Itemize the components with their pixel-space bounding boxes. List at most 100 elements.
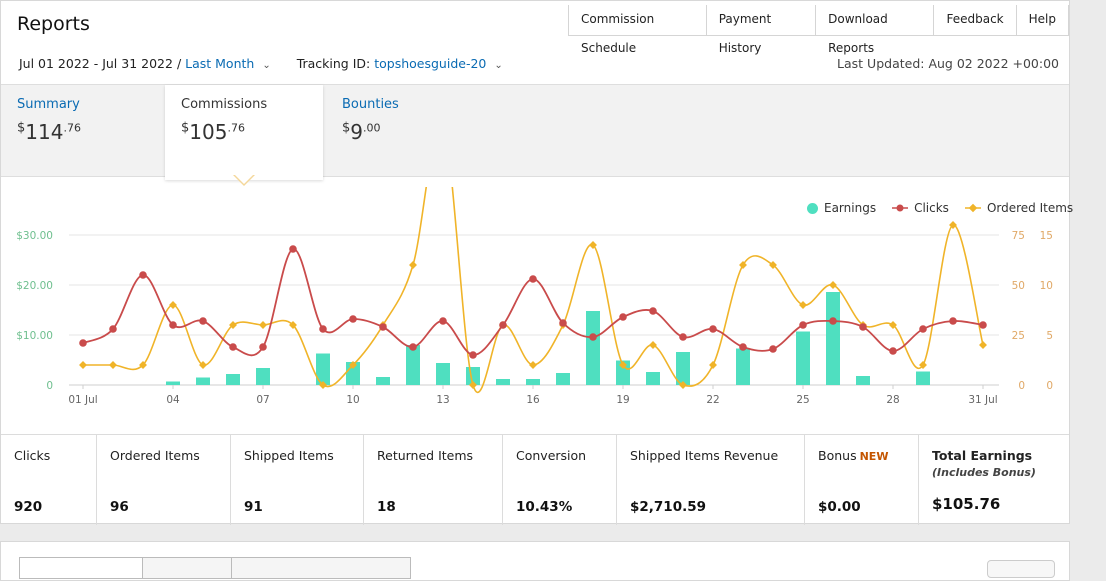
clicks-line-icon (892, 204, 909, 212)
earnings-bar (586, 311, 600, 385)
clicks-point (769, 345, 777, 353)
earnings-bar (616, 360, 630, 385)
top-nav: Commission Schedule Payment History Down… (568, 5, 1069, 55)
y-right-ordered-tick-label: 10 (1040, 280, 1053, 292)
clicks-point (379, 323, 387, 331)
last-updated: Last Updated: Aug 02 2022 +00:00 (837, 56, 1059, 71)
x-tick-label: 16 (526, 394, 540, 406)
ordered-items-point (529, 361, 537, 369)
y-left-tick-label: $20.00 (16, 280, 53, 292)
y-right-ordered-tick-label: 5 (1046, 330, 1053, 342)
tab-bounties-label: Bounties (342, 97, 399, 112)
date-range-picker[interactable]: Jul 01 2022 - Jul 31 2022 / Last Month ⌄ (19, 56, 275, 71)
earnings-tabs: Summary $114.76 Commissions $105.76 Boun… (1, 84, 1069, 180)
ordered-items-point (79, 361, 87, 369)
legend-earnings[interactable]: Earnings (807, 201, 876, 215)
ordered-items-point (709, 361, 717, 369)
ordered-items-point (469, 381, 477, 389)
tab-commissions[interactable]: Commissions $105.76 (165, 85, 323, 180)
earnings-bar (466, 367, 480, 385)
earnings-bar (376, 377, 390, 385)
payment-history-button[interactable]: Payment History (706, 5, 817, 55)
clicks-point (349, 315, 357, 323)
ordered-items-point (979, 341, 987, 349)
clicks-point (589, 333, 597, 341)
page-title: Reports (17, 13, 90, 35)
clicks-point (799, 321, 807, 329)
subtab-link-type[interactable] (231, 557, 411, 579)
earnings-bar (226, 374, 240, 385)
clicks-point (469, 351, 477, 359)
earnings-bar (196, 377, 210, 385)
earnings-bar (736, 348, 750, 385)
y-right-ordered-tick-label: 0 (1046, 380, 1053, 392)
earnings-bar (316, 353, 330, 385)
x-tick-label: 28 (886, 394, 899, 406)
tracking-id-label: Tracking ID: (296, 56, 371, 71)
earnings-bar (526, 379, 540, 385)
stat-clicks: Clicks 920 (1, 435, 97, 525)
clicks-point (529, 275, 537, 283)
y-right-ordered-tick-label: 15 (1040, 230, 1053, 242)
clicks-point (139, 271, 147, 279)
tab-commissions-label: Commissions (181, 97, 268, 112)
earnings-bar (166, 381, 180, 385)
y-left-tick-label: $30.00 (16, 230, 53, 242)
help-button[interactable]: Help (1016, 5, 1069, 35)
earnings-bar (676, 352, 690, 385)
clicks-point (229, 343, 237, 351)
options-button[interactable] (987, 560, 1055, 578)
clicks-point (949, 317, 957, 325)
clicks-point (859, 323, 867, 331)
x-tick-label: 01 Jul (68, 394, 97, 406)
tracking-id-selector[interactable]: Tracking ID: topshoesguide-20 ⌄ (297, 56, 503, 71)
chart-legend: Earnings Clicks Ordered Items (807, 201, 1073, 215)
download-reports-button[interactable]: Download Reports (816, 5, 935, 55)
clicks-point (679, 333, 687, 341)
tab-summary[interactable]: Summary $114.76 (1, 85, 165, 176)
x-tick-label: 19 (616, 394, 629, 406)
y-right-clicks-tick-label: 75 (1012, 230, 1025, 242)
y-right-clicks-tick-label: 0 (1018, 380, 1025, 392)
ordered-items-point (229, 321, 237, 329)
clicks-point (289, 245, 297, 253)
clicks-point (739, 343, 747, 351)
ordered-items-point (349, 361, 357, 369)
tab-summary-label: Summary (17, 97, 80, 112)
ordered-items-point (169, 301, 177, 309)
ordered-items-point (139, 361, 147, 369)
stat-bonus: Bonus NEW $0.00 (805, 435, 919, 525)
earnings-bar (646, 372, 660, 385)
period-separator: / (176, 56, 182, 71)
clicks-point (979, 321, 987, 329)
reports-card: Reports Commission Schedule Payment Hist… (0, 0, 1073, 525)
x-tick-label: 31 Jul (968, 394, 997, 406)
earnings-bar (826, 292, 840, 385)
subtab-earnings[interactable] (142, 557, 232, 579)
stats-row: Clicks 920 Ordered Items 96 Shipped Item… (1, 434, 1069, 525)
stat-conversion: Conversion 10.43% (503, 435, 617, 525)
ordered-items-point (199, 361, 207, 369)
tab-bounties[interactable]: Bounties $9.00 (326, 85, 486, 176)
commission-schedule-button[interactable]: Commission Schedule (569, 5, 707, 55)
subtab-ordered-items[interactable] (19, 557, 143, 579)
stat-shipped-revenue: Shipped Items Revenue $2,710.59 (617, 435, 805, 525)
ordered-items-point (109, 361, 117, 369)
ordered-items-point (259, 321, 267, 329)
clicks-point (619, 313, 627, 321)
legend-clicks[interactable]: Clicks (892, 201, 949, 215)
chevron-down-icon: ⌄ (494, 60, 503, 71)
stat-total-earnings: Total Earnings (Includes Bonus) $105.76 (932, 448, 1036, 513)
clicks-point (919, 325, 927, 333)
feedback-button[interactable]: Feedback (934, 5, 1017, 35)
ordered-line-icon (964, 203, 981, 213)
earnings-bar (496, 379, 510, 385)
clicks-point (259, 343, 267, 351)
clicks-point (499, 321, 507, 329)
earnings-chart: 0 $10.00 $20.00 $30.00 0 25 50 75 0 5 10 15 01 Jul 04… (16, 187, 1053, 406)
x-tick-label: 10 (346, 394, 359, 406)
earnings-bar (436, 363, 450, 385)
legend-ordered-items[interactable]: Ordered Items (964, 201, 1073, 215)
active-tab-pointer (233, 174, 255, 186)
y-left-tick-label: $10.00 (16, 330, 53, 342)
